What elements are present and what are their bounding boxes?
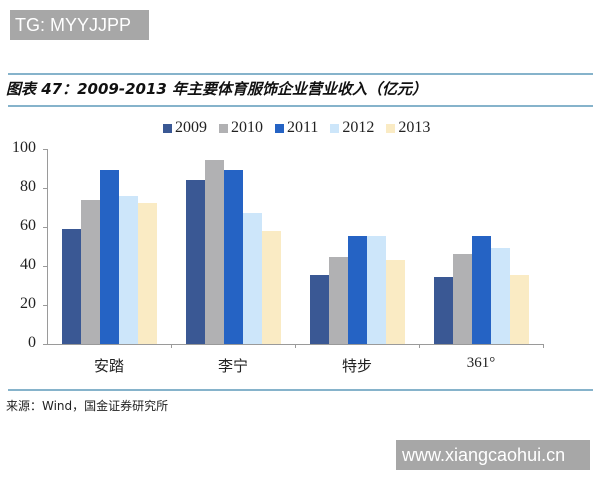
bar-2010 <box>81 199 100 344</box>
y-tick-mark <box>43 344 47 345</box>
y-tick-mark <box>43 227 47 228</box>
source-note: 来源：Wind，国金证券研究所 <box>6 399 169 413</box>
bar-2009 <box>62 228 81 344</box>
watermark-top: TG: MYYJJPP <box>10 10 149 40</box>
bar-2010 <box>329 257 348 344</box>
legend-label: 2009 <box>175 119 207 136</box>
legend-item-2011: 2011 <box>275 119 318 137</box>
bar-2013 <box>510 274 529 344</box>
x-category-label: 361° <box>466 355 496 371</box>
bar-2012 <box>119 195 138 344</box>
bar-2009 <box>434 276 453 344</box>
bar-2011 <box>224 170 243 344</box>
bar-2013 <box>262 230 281 344</box>
y-tick-label: 20 <box>20 295 36 312</box>
legend-swatch <box>163 123 172 133</box>
chart-legend: 2009 2010 2011 2012 2013 <box>163 119 442 137</box>
y-axis <box>47 149 48 344</box>
legend-swatch <box>330 123 340 133</box>
legend-label: 2010 <box>231 119 263 136</box>
legend-swatch <box>219 123 228 133</box>
y-tick-label: 60 <box>20 217 36 234</box>
bar-2013 <box>386 260 405 344</box>
bar-2011 <box>472 235 491 344</box>
x-category-label: 安踏 <box>93 359 124 375</box>
title-rule-bottom <box>8 105 593 107</box>
legend-item-2012: 2012 <box>330 119 374 137</box>
x-tick-mark <box>543 344 544 348</box>
legend-item-2009: 2009 <box>163 119 207 137</box>
watermark-bottom: www.xiangcaohui.cn <box>396 440 590 470</box>
bar-2013 <box>138 202 157 344</box>
bar-2010 <box>205 159 224 344</box>
legend-item-2013: 2013 <box>386 119 430 137</box>
bar-2009 <box>186 180 205 344</box>
chart-title: 图表 47：2009-2013 年主要体育服饰企业营业收入（亿元） <box>6 80 428 98</box>
bar-2012 <box>491 248 510 344</box>
x-tick-mark <box>295 344 296 348</box>
bar-2012 <box>243 213 262 344</box>
x-category-label: 特步 <box>341 359 372 375</box>
y-tick-label: 80 <box>20 178 36 195</box>
y-tick-label: 0 <box>28 334 36 351</box>
y-tick-mark <box>43 188 47 189</box>
x-tick-mark <box>171 344 172 348</box>
bar-2010 <box>453 254 472 344</box>
source-rule <box>8 389 593 391</box>
legend-item-2010: 2010 <box>219 119 263 137</box>
x-category-label: 李宁 <box>217 359 248 375</box>
legend-swatch <box>386 123 396 133</box>
legend-swatch <box>275 123 284 133</box>
title-rule-top <box>8 73 593 75</box>
x-tick-mark <box>419 344 420 348</box>
bar-2011 <box>348 235 367 344</box>
y-tick-mark <box>43 305 47 306</box>
legend-label: 2011 <box>287 119 319 136</box>
y-tick-mark <box>43 266 47 267</box>
bar-2009 <box>310 274 329 344</box>
y-tick-mark <box>43 149 47 150</box>
y-tick-label: 40 <box>20 256 36 273</box>
bar-2012 <box>367 235 386 344</box>
y-tick-label: 100 <box>12 139 36 156</box>
bar-2011 <box>100 170 119 344</box>
legend-label: 2013 <box>398 119 431 136</box>
legend-label: 2012 <box>342 119 375 136</box>
